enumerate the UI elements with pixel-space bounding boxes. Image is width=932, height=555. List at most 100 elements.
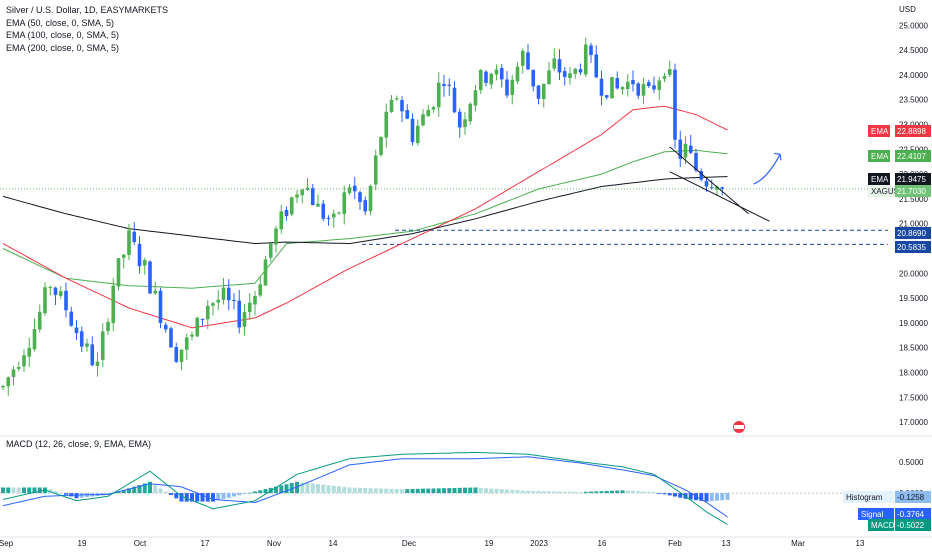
candle-body bbox=[505, 79, 509, 96]
candle bbox=[673, 63, 677, 149]
macd-histogram-bar bbox=[200, 493, 205, 502]
macd-histogram-bar bbox=[573, 491, 578, 494]
ema50-legend[interactable]: EMA (50, close, 0, SMA, 5) bbox=[6, 17, 115, 28]
symbol-title[interactable]: Silver / U.S. Dollar, 1D, EASYMARKETS bbox=[6, 5, 169, 15]
price-axis-tick-label: 18.0000 bbox=[899, 368, 928, 377]
macd-histogram-bar bbox=[148, 481, 152, 494]
candle-body bbox=[237, 300, 242, 328]
candle bbox=[384, 103, 389, 148]
candle-body bbox=[326, 217, 331, 219]
candle-body bbox=[106, 321, 110, 332]
price-legend: Silver / U.S. Dollar, 1D, EASYMARKETS EM… bbox=[6, 4, 168, 54]
candle bbox=[53, 286, 58, 305]
moving-average-line bbox=[2, 105, 728, 329]
candle-body bbox=[242, 312, 247, 327]
candle-body bbox=[667, 69, 672, 75]
macd-histogram-bar bbox=[352, 487, 357, 494]
macd-histogram-bar bbox=[258, 490, 263, 494]
candle-body bbox=[426, 109, 431, 117]
macd-histogram-bar bbox=[64, 493, 68, 495]
candle bbox=[415, 119, 420, 146]
candle-body bbox=[541, 83, 546, 100]
macd-badge: Histogram -0.1258 bbox=[843, 491, 931, 503]
price-badge-label-bg bbox=[868, 150, 890, 162]
candle-body bbox=[321, 203, 326, 219]
macd-histogram-bar bbox=[636, 491, 641, 494]
candle bbox=[142, 257, 147, 275]
candle-body bbox=[158, 290, 163, 323]
price-axis-tick-label: 17.0000 bbox=[899, 418, 928, 427]
macd-histogram-bar bbox=[279, 485, 284, 494]
macd-histogram-bar bbox=[373, 488, 378, 494]
macd-histogram-bar bbox=[547, 491, 551, 494]
price-axis-tick-label: 22.5000 bbox=[899, 145, 928, 154]
candle bbox=[620, 86, 625, 95]
macd-histogram-bar bbox=[688, 493, 693, 500]
candle-body bbox=[552, 58, 557, 69]
macd-histogram-bar bbox=[415, 488, 420, 494]
macd-histogram-bar bbox=[709, 493, 714, 502]
macd-legend[interactable]: MACD (12, 26, close, 9, EMA, EMA) bbox=[6, 439, 152, 449]
candle bbox=[274, 225, 278, 253]
candle bbox=[253, 290, 257, 316]
macd-histogram-bar bbox=[232, 493, 236, 497]
candle bbox=[709, 179, 714, 190]
candle bbox=[688, 134, 693, 155]
candle-body bbox=[69, 311, 74, 326]
macd-histogram-bar bbox=[452, 487, 457, 494]
candle-body bbox=[373, 155, 378, 185]
price-badge-value-bg bbox=[895, 241, 931, 253]
macd-badge-value: -0.5022 bbox=[897, 521, 925, 530]
candle bbox=[442, 74, 446, 97]
macd-histogram-bar bbox=[442, 488, 446, 494]
candle-body bbox=[253, 296, 257, 305]
macd-histogram-bar bbox=[142, 483, 147, 494]
macd-histogram-bar bbox=[436, 488, 441, 494]
time-axis-tick-label: 2023 bbox=[530, 539, 548, 548]
macd-badge: MACD -0.5022 bbox=[868, 519, 931, 531]
candle bbox=[85, 338, 89, 352]
price-badge-label: EMA bbox=[871, 152, 889, 161]
macd-histogram-bar bbox=[6, 487, 11, 494]
candle bbox=[169, 326, 173, 348]
macd-histogram-bar bbox=[531, 490, 536, 494]
candle bbox=[347, 183, 352, 195]
candle bbox=[11, 366, 16, 386]
candle-body bbox=[289, 197, 294, 215]
candle-body bbox=[232, 300, 236, 302]
candle bbox=[625, 74, 630, 97]
price-badge-value-bg bbox=[895, 227, 931, 239]
macd-histogram-bar bbox=[389, 488, 394, 494]
ema200-legend[interactable]: EMA (200, close, 0, SMA, 5) bbox=[6, 42, 120, 53]
macd-histogram-bar bbox=[615, 490, 620, 494]
projection-arrow bbox=[753, 154, 781, 185]
candle bbox=[536, 85, 541, 105]
candle-body bbox=[489, 73, 494, 85]
candle-body bbox=[657, 80, 662, 90]
price-axis-tick-label: 21.5000 bbox=[899, 195, 928, 204]
macd-histogram-bar bbox=[468, 487, 473, 494]
ema100-legend[interactable]: EMA (100, close, 0, SMA, 5) bbox=[6, 30, 120, 40]
candle-body bbox=[531, 69, 536, 87]
price-badge-value-bg bbox=[895, 173, 931, 185]
candle-body bbox=[342, 192, 347, 214]
candle bbox=[594, 45, 599, 79]
moving-average-line bbox=[2, 176, 728, 245]
macd-histogram-bar bbox=[463, 487, 467, 494]
macd-histogram-bar bbox=[211, 493, 215, 502]
macd-histogram-bar bbox=[163, 491, 168, 494]
candle-body bbox=[599, 78, 604, 96]
candle-body bbox=[604, 95, 609, 98]
candle bbox=[421, 108, 425, 127]
candle-body bbox=[352, 185, 357, 192]
macd-histogram-bar bbox=[363, 488, 368, 494]
macd-histogram-bar bbox=[226, 493, 231, 498]
macd-histogram-bar bbox=[410, 488, 415, 494]
candle bbox=[174, 342, 179, 364]
candle bbox=[127, 223, 131, 261]
candle bbox=[599, 70, 604, 106]
candle-body bbox=[468, 103, 473, 122]
